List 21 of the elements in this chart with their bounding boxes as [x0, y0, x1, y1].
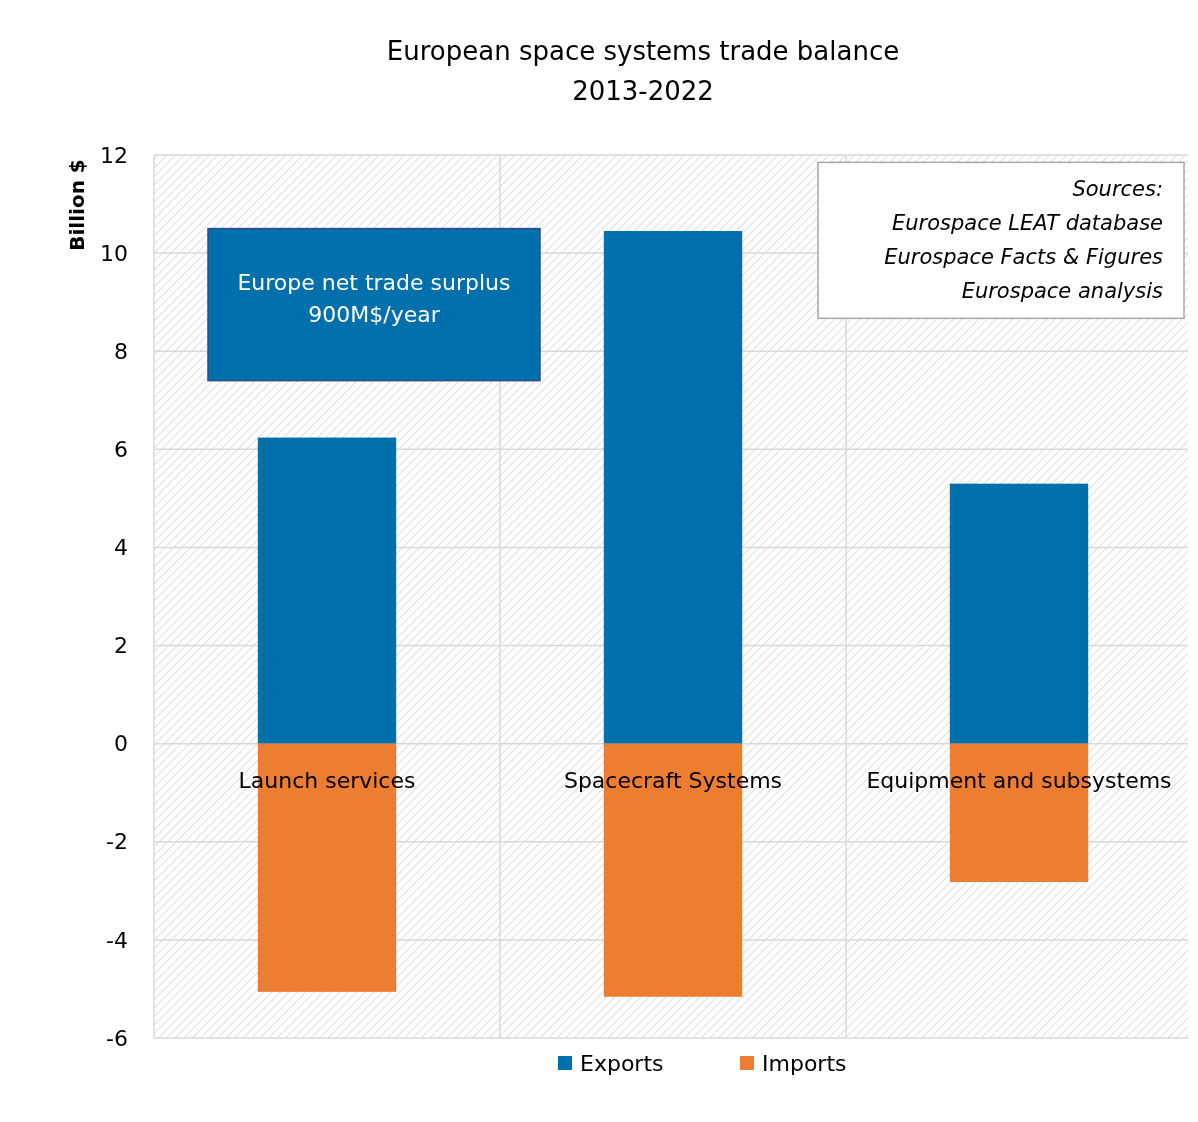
- y-tick-label: 12: [100, 142, 128, 168]
- y-axis-title: Billion $: [65, 159, 89, 251]
- annotation: Sources: Eurospace LEAT database Eurospace Facts & Figures Eurospace analysis: [884, 177, 1164, 304]
- annotation: Europe net trade surplus 900M$/year: [237, 270, 511, 328]
- y-tick-label: -6: [106, 1025, 128, 1051]
- text-box: Sources: Eurospace LEAT database Eurospace Facts & Figures Eurospace analysis: [817, 161, 1185, 320]
- y-tick-label: 4: [114, 535, 128, 561]
- y-tick-label: -4: [106, 927, 128, 953]
- y-tick-label: 2: [114, 633, 128, 659]
- y-tick-label: 10: [100, 240, 128, 266]
- text-box: Europe net trade surplus 900M$/year: [207, 227, 541, 382]
- y-tick-label: 0: [114, 731, 128, 757]
- legend-label: Imports: [762, 1050, 847, 1076]
- bar: [257, 437, 397, 744]
- bar: [949, 483, 1089, 744]
- bar: [603, 231, 743, 744]
- legend-label: Exports: [580, 1050, 664, 1076]
- y-tick-label: 8: [114, 338, 128, 364]
- chart-title: European space systems trade balance 2013-2022: [386, 36, 900, 106]
- y-tick-label: -2: [106, 829, 128, 855]
- y-tick-label: 6: [114, 437, 128, 463]
